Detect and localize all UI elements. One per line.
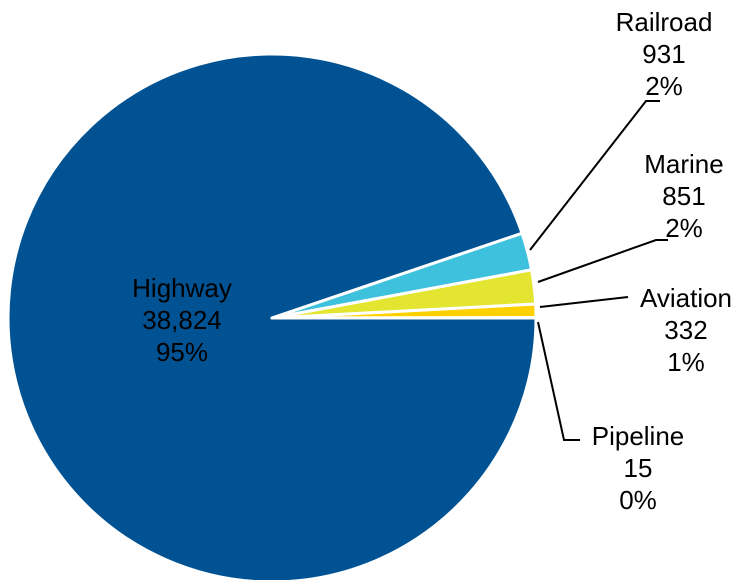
label-highway-value: 38,824	[142, 305, 222, 335]
label-aviation-value: 332	[664, 315, 708, 345]
label-pipeline-value: 15	[623, 453, 653, 483]
label-marine: Marine 851 2%	[604, 148, 744, 244]
label-marine-name: Marine	[644, 149, 724, 179]
leader-line-aviation	[539, 296, 629, 308]
label-aviation: Aviation 332 1%	[606, 282, 744, 378]
label-marine-value: 851	[662, 181, 706, 211]
label-railroad-value: 931	[642, 39, 686, 69]
leader-line-pipeline	[537, 321, 580, 441]
label-aviation-name: Aviation	[639, 283, 733, 313]
leader-line-railroad	[529, 100, 660, 251]
label-railroad-percent: 2%	[645, 71, 683, 101]
leader-line-marine	[537, 239, 668, 283]
pie-slice-railroad	[270, 231, 534, 320]
label-marine-percent: 2%	[665, 213, 703, 243]
label-highway-percent: 95%	[155, 337, 209, 367]
label-railroad: Railroad 931 2%	[584, 6, 744, 102]
label-railroad-name: Railroad	[615, 7, 713, 37]
label-pipeline: Pipeline 15 0%	[558, 420, 718, 516]
label-highway-name: Highway	[132, 273, 232, 303]
label-highway: Highway 38,824 95%	[102, 272, 262, 368]
label-aviation-percent: 1%	[667, 347, 705, 377]
label-pipeline-name: Pipeline	[591, 421, 685, 451]
label-pipeline-percent: 0%	[619, 485, 657, 515]
